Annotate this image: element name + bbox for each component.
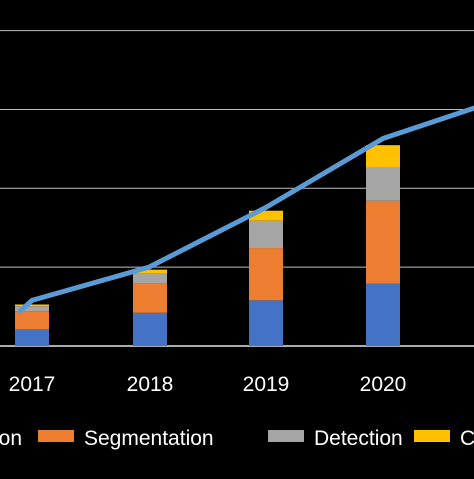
trend-line [17, 105, 474, 314]
legend-swatch [268, 430, 304, 442]
bar-segment-2019-segmentation [249, 248, 283, 301]
x-tick-label: 2018 [127, 373, 174, 396]
bar-segment-2020-series-1 [366, 283, 400, 346]
bar-segment-2020-detection [366, 167, 400, 201]
bar-segment-2017-segmentation [15, 311, 49, 330]
bar-segment-2019-series-4 [249, 210, 283, 221]
bar-segment-2018-segmentation [133, 283, 167, 313]
bar-segment-2018-series-4 [133, 269, 167, 274]
bar-segment-2019-series-1 [249, 300, 283, 346]
bar-segment-2017-series-1 [15, 329, 49, 346]
bar-segment-2019-detection [249, 220, 283, 249]
bar-segment-2018-series-1 [133, 312, 167, 346]
bar-segment-2020-series-4 [366, 145, 400, 168]
x-tick-label: 2019 [243, 373, 290, 396]
legend-label: Segmentation [84, 427, 214, 450]
bar-segment-2020-segmentation [366, 200, 400, 284]
legend-swatch [414, 430, 450, 442]
x-tick-label: 2017 [9, 373, 56, 396]
x-tick-label: 2020 [360, 373, 407, 396]
legend-label: on [0, 427, 22, 450]
bar-segment-2018-detection [133, 273, 167, 284]
legend-label: Detection [314, 427, 403, 450]
bar-segment-2017-detection [15, 306, 49, 312]
legend-label: C [460, 427, 474, 450]
legend-swatch [38, 430, 74, 442]
bar-segment-2017-series-4 [15, 304, 49, 307]
